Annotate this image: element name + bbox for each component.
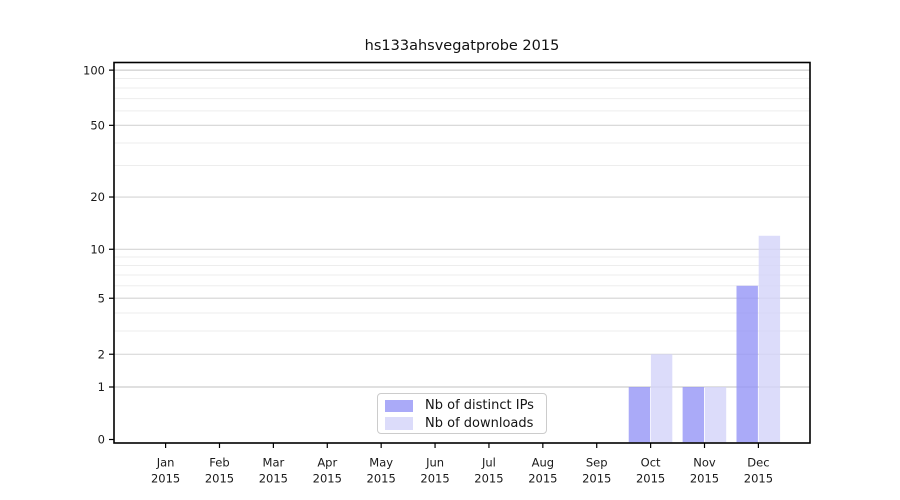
y-tick-label: 10: [90, 242, 105, 256]
x-tick-label-year: 2015: [636, 472, 665, 486]
x-tick-label-year: 2015: [744, 472, 773, 486]
x-tick-label-year: 2015: [528, 472, 557, 486]
bar-distinct-ips: [736, 285, 758, 443]
y-tick-label: 100: [83, 63, 105, 77]
x-tick-label-month: Jun: [425, 456, 444, 470]
x-tick-label-month: Apr: [317, 456, 337, 470]
y-tick-label: 0: [98, 433, 105, 447]
bar-downloads: [650, 354, 673, 443]
x-tick-label-month: Aug: [532, 456, 554, 470]
legend-swatch-downloads: [385, 417, 413, 430]
x-tick-label-month: Dec: [747, 456, 769, 470]
y-tick-label: 5: [98, 291, 105, 305]
x-tick-label-year: 2015: [313, 472, 342, 486]
y-tick-label: 50: [90, 119, 105, 133]
y-tick-label: 1: [98, 380, 105, 394]
y-tick-label: 20: [90, 190, 105, 204]
x-tick-label-month: Oct: [641, 456, 661, 470]
x-tick-label-month: May: [369, 456, 393, 470]
legend-row: Nb of downloads: [378, 415, 546, 433]
bar-downloads: [704, 386, 727, 443]
axes-frame: [113, 61, 811, 444]
legend: Nb of distinct IPs Nb of downloads: [377, 393, 547, 434]
x-tick-label-month: Feb: [209, 456, 229, 470]
bar-distinct-ips: [628, 386, 651, 443]
legend-label: Nb of downloads: [425, 415, 534, 431]
legend-row: Nb of distinct IPs: [378, 397, 546, 415]
x-tick-label-month: Jul: [481, 456, 496, 470]
x-tick-label-year: 2015: [367, 472, 396, 486]
x-tick-label-month: Jan: [156, 456, 175, 470]
x-tick-label-year: 2015: [420, 472, 449, 486]
bar-distinct-ips: [682, 386, 705, 443]
x-tick-label-month: Sep: [586, 456, 608, 470]
x-tick-label-year: 2015: [205, 472, 234, 486]
bar-downloads: [758, 235, 781, 443]
x-tick-label-month: Nov: [693, 456, 716, 470]
x-tick-label-year: 2015: [151, 472, 180, 486]
x-tick-label-year: 2015: [474, 472, 503, 486]
legend-swatch-distinct-ips: [385, 399, 413, 412]
y-tick-label: 2: [98, 347, 105, 361]
legend-label: Nb of distinct IPs: [425, 398, 534, 414]
x-tick-label-month: Mar: [263, 456, 285, 470]
x-tick-label-year: 2015: [259, 472, 288, 486]
x-tick-label-year: 2015: [690, 472, 719, 486]
x-tick-label-year: 2015: [582, 472, 611, 486]
